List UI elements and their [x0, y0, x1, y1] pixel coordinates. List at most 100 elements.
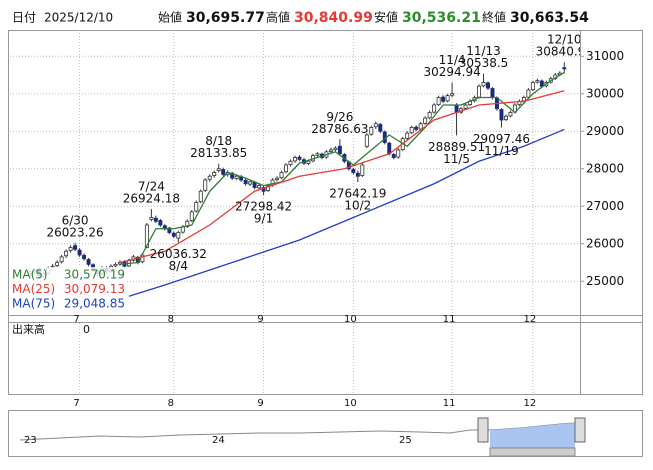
candle-body — [167, 227, 172, 233]
x-tick-label: 7 — [73, 398, 79, 409]
open: 30,695.77 — [186, 10, 265, 26]
candle-body — [526, 89, 531, 98]
navigator-handle-right[interactable] — [574, 417, 586, 443]
candle-body — [73, 245, 78, 250]
candle-body — [171, 232, 176, 237]
navigator-label: 25 — [399, 435, 412, 446]
navigator-scrollbar[interactable] — [489, 447, 576, 457]
candle-body — [436, 97, 441, 106]
candle-body — [333, 147, 338, 151]
annotation-date: 8/18 — [205, 134, 232, 148]
candle-body — [539, 80, 544, 87]
date: 2025/12/10 — [44, 11, 113, 25]
annotation-price: 30538.5 — [459, 56, 509, 70]
navigator-label: 23 — [24, 435, 37, 446]
candle-body — [82, 254, 87, 260]
annotation-date: 9/1 — [254, 212, 273, 226]
x-tick-label: 10 — [344, 398, 357, 409]
candle-body — [337, 145, 342, 155]
volume-label: 出来高 — [12, 322, 45, 336]
candle-body — [508, 112, 513, 117]
candle-body — [369, 127, 374, 135]
candle-body — [212, 172, 217, 176]
legend-name: MA(75) — [12, 297, 55, 311]
navigator-handle-left[interactable] — [477, 417, 489, 443]
ma-line — [119, 90, 565, 264]
x-tick-label: 12 — [524, 314, 537, 325]
candle-body — [293, 157, 297, 162]
candle-body — [257, 185, 262, 189]
candle-body — [355, 172, 360, 177]
x-tick-label: 7 — [73, 314, 79, 325]
candle-body — [409, 127, 414, 134]
candle-body — [391, 154, 396, 158]
navigator-label: 24 — [212, 435, 225, 446]
candle-body — [441, 96, 446, 102]
candle-body — [207, 175, 212, 180]
candle-body — [288, 160, 293, 166]
annotation-price: 30294.94 — [423, 65, 480, 79]
candle-body — [221, 169, 226, 175]
annotation-date: 11/4 — [439, 53, 466, 67]
low: 30,536.21 — [402, 10, 481, 26]
low-label: 安値 — [374, 10, 398, 25]
x-tick-label: 9 — [257, 398, 263, 409]
candle-body — [149, 217, 154, 220]
x-tick-label: 10 — [344, 314, 357, 325]
candle-body — [477, 85, 481, 98]
x-tick-label: 8 — [168, 314, 174, 325]
y-tick-label: 26000 — [586, 236, 624, 250]
x-tick-label: 12 — [524, 398, 537, 409]
candle-body — [432, 104, 437, 113]
annotation-date: 10/2 — [344, 199, 371, 213]
candle-body — [59, 256, 64, 263]
annotation-date: 11/5 — [443, 152, 470, 166]
candle-body — [275, 177, 280, 181]
y-tick-label: 25000 — [586, 274, 624, 288]
candle-body — [450, 93, 455, 96]
annotation-date: 7/24 — [138, 180, 165, 194]
navigator-selection — [490, 423, 575, 448]
candle-body — [113, 263, 118, 267]
date-label: 日付 — [12, 11, 36, 25]
ma-line — [119, 71, 565, 266]
candle-body — [284, 164, 288, 173]
y-tick-label: 28000 — [586, 161, 624, 175]
candle-body — [396, 149, 401, 158]
candle-body — [153, 217, 158, 222]
legend-value: 29,048.85 — [64, 297, 125, 311]
candle-body — [414, 126, 419, 130]
candle-body — [234, 175, 239, 179]
candle-body — [306, 160, 311, 164]
candle-body — [503, 115, 508, 121]
y-tick-label: 31000 — [586, 49, 624, 63]
legend-name: MA(5) — [12, 268, 48, 282]
y-tick-label: 27000 — [586, 199, 624, 213]
annotation-price: 26023.26 — [46, 225, 103, 239]
candle-body — [189, 211, 194, 221]
x-tick-label: 11 — [443, 314, 456, 325]
annotation-price: 28786.63 — [311, 122, 368, 136]
candle-body — [315, 153, 320, 156]
candle-body — [64, 250, 69, 257]
candle-body — [351, 169, 356, 173]
candle-body — [427, 112, 432, 119]
candle-body — [481, 82, 486, 87]
candle-body — [55, 262, 60, 266]
candle-body — [216, 168, 221, 172]
candle-body — [562, 67, 567, 70]
annotation-date: 11/19 — [484, 144, 519, 158]
candle-body — [423, 117, 428, 124]
annotation-date: 11/13 — [466, 44, 501, 58]
candle-body — [297, 156, 302, 160]
annotation-price: 26924.18 — [123, 192, 180, 206]
candle-body — [243, 179, 248, 185]
volume-value: 0 — [83, 323, 90, 336]
annotation-price: 27642.19 — [329, 187, 386, 201]
y-tick-label: 29000 — [586, 124, 624, 138]
annotation-price: 28889.51 — [428, 140, 485, 154]
candle-body — [266, 185, 271, 191]
